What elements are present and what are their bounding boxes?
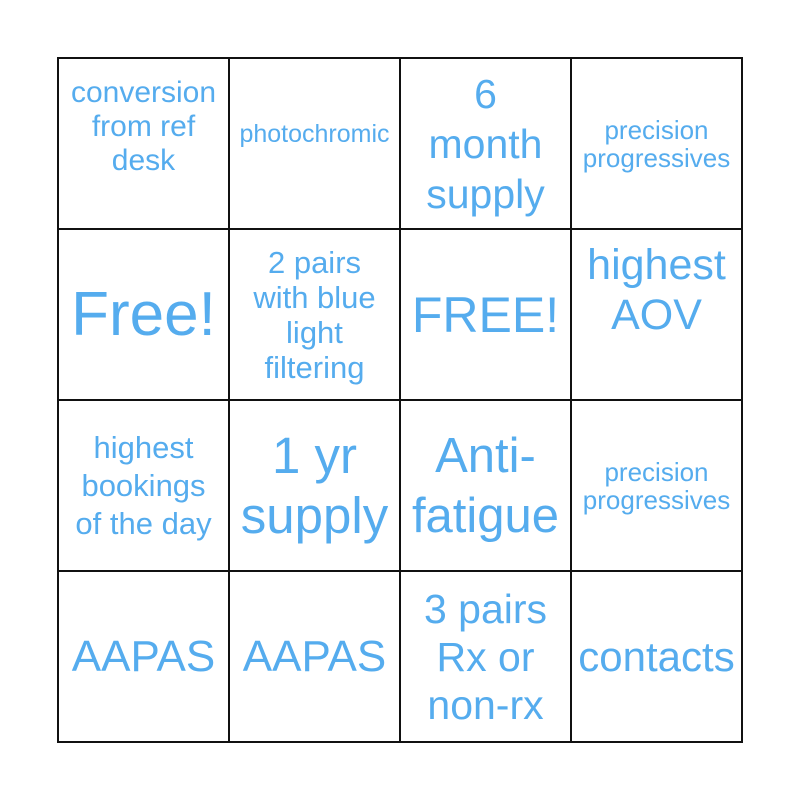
bingo-cell[interactable]: Free!: [59, 230, 228, 399]
bingo-cell[interactable]: 3 pairs Rx or non-rx: [401, 572, 570, 741]
bingo-cell[interactable]: highest bookings of the day: [59, 401, 228, 570]
bingo-cell[interactable]: AAPAS: [59, 572, 228, 741]
bingo-cell[interactable]: AAPAS: [230, 572, 399, 741]
bingo-cell[interactable]: conversion from ref desk: [59, 59, 228, 228]
bingo-cell[interactable]: precision progressives: [572, 59, 741, 228]
bingo-cell[interactable]: 6 month supply: [401, 59, 570, 228]
bingo-cell[interactable]: photochromic: [230, 59, 399, 228]
bingo-cell[interactable]: Anti- fatigue: [401, 401, 570, 570]
bingo-card-grid: conversion from ref desk photochromic 6 …: [57, 57, 743, 743]
bingo-cell[interactable]: 2 pairs with blue light filtering: [230, 230, 399, 399]
bingo-cell[interactable]: FREE!: [401, 230, 570, 399]
bingo-cell[interactable]: highest AOV: [572, 230, 741, 399]
bingo-cell[interactable]: precision progressives: [572, 401, 741, 570]
bingo-cell[interactable]: 1 yr supply: [230, 401, 399, 570]
bingo-cell[interactable]: contacts: [572, 572, 741, 741]
